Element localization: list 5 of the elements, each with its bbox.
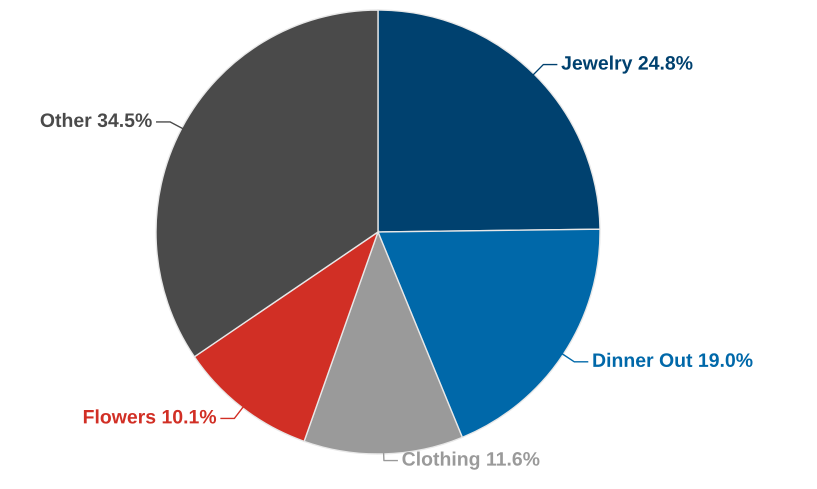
slice-label: Other 34.5% — [40, 112, 152, 128]
slice-label: Clothing 11.6% — [402, 451, 540, 470]
slice-label: Dinner Out 19.0% — [593, 352, 753, 368]
slice-label: Jewelry 24.8% — [561, 56, 692, 74]
slice-label: Flowers 10.1% — [84, 409, 216, 424]
